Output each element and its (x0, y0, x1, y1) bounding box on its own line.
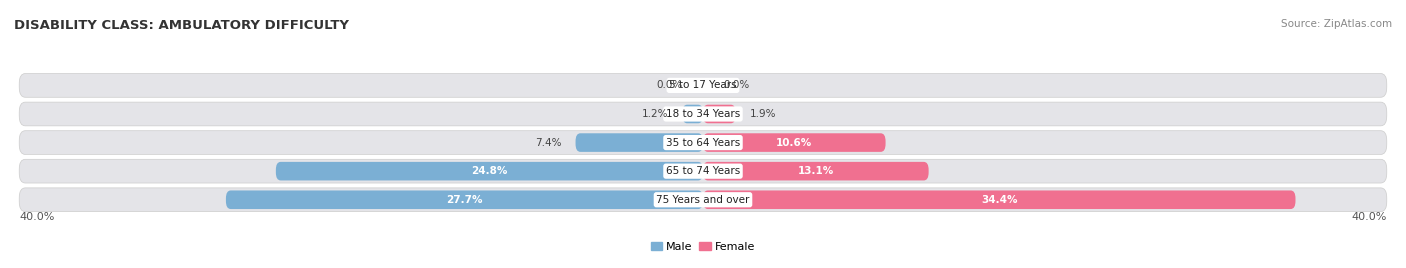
FancyBboxPatch shape (20, 159, 1386, 183)
FancyBboxPatch shape (703, 133, 886, 152)
Text: 35 to 64 Years: 35 to 64 Years (666, 137, 740, 148)
Text: 10.6%: 10.6% (776, 137, 813, 148)
Text: 34.4%: 34.4% (981, 195, 1018, 205)
Text: 40.0%: 40.0% (1351, 213, 1386, 222)
Legend: Male, Female: Male, Female (651, 242, 755, 252)
FancyBboxPatch shape (575, 133, 703, 152)
FancyBboxPatch shape (20, 102, 1386, 126)
Text: 24.8%: 24.8% (471, 166, 508, 176)
Text: 5 to 17 Years: 5 to 17 Years (669, 80, 737, 90)
Text: 75 Years and over: 75 Years and over (657, 195, 749, 205)
Text: 18 to 34 Years: 18 to 34 Years (666, 109, 740, 119)
FancyBboxPatch shape (703, 105, 735, 123)
Text: 0.0%: 0.0% (657, 80, 682, 90)
FancyBboxPatch shape (226, 191, 703, 209)
FancyBboxPatch shape (20, 131, 1386, 154)
Text: 27.7%: 27.7% (446, 195, 482, 205)
Text: 1.9%: 1.9% (749, 109, 776, 119)
FancyBboxPatch shape (276, 162, 703, 180)
Text: 0.0%: 0.0% (724, 80, 749, 90)
Text: DISABILITY CLASS: AMBULATORY DIFFICULTY: DISABILITY CLASS: AMBULATORY DIFFICULTY (14, 19, 349, 32)
Text: 40.0%: 40.0% (20, 213, 55, 222)
FancyBboxPatch shape (703, 191, 1295, 209)
Text: Source: ZipAtlas.com: Source: ZipAtlas.com (1281, 19, 1392, 29)
Text: 13.1%: 13.1% (797, 166, 834, 176)
Text: 1.2%: 1.2% (643, 109, 669, 119)
Text: 65 to 74 Years: 65 to 74 Years (666, 166, 740, 176)
FancyBboxPatch shape (20, 73, 1386, 97)
Text: 7.4%: 7.4% (536, 137, 562, 148)
FancyBboxPatch shape (682, 105, 703, 123)
FancyBboxPatch shape (20, 188, 1386, 212)
FancyBboxPatch shape (703, 162, 928, 180)
